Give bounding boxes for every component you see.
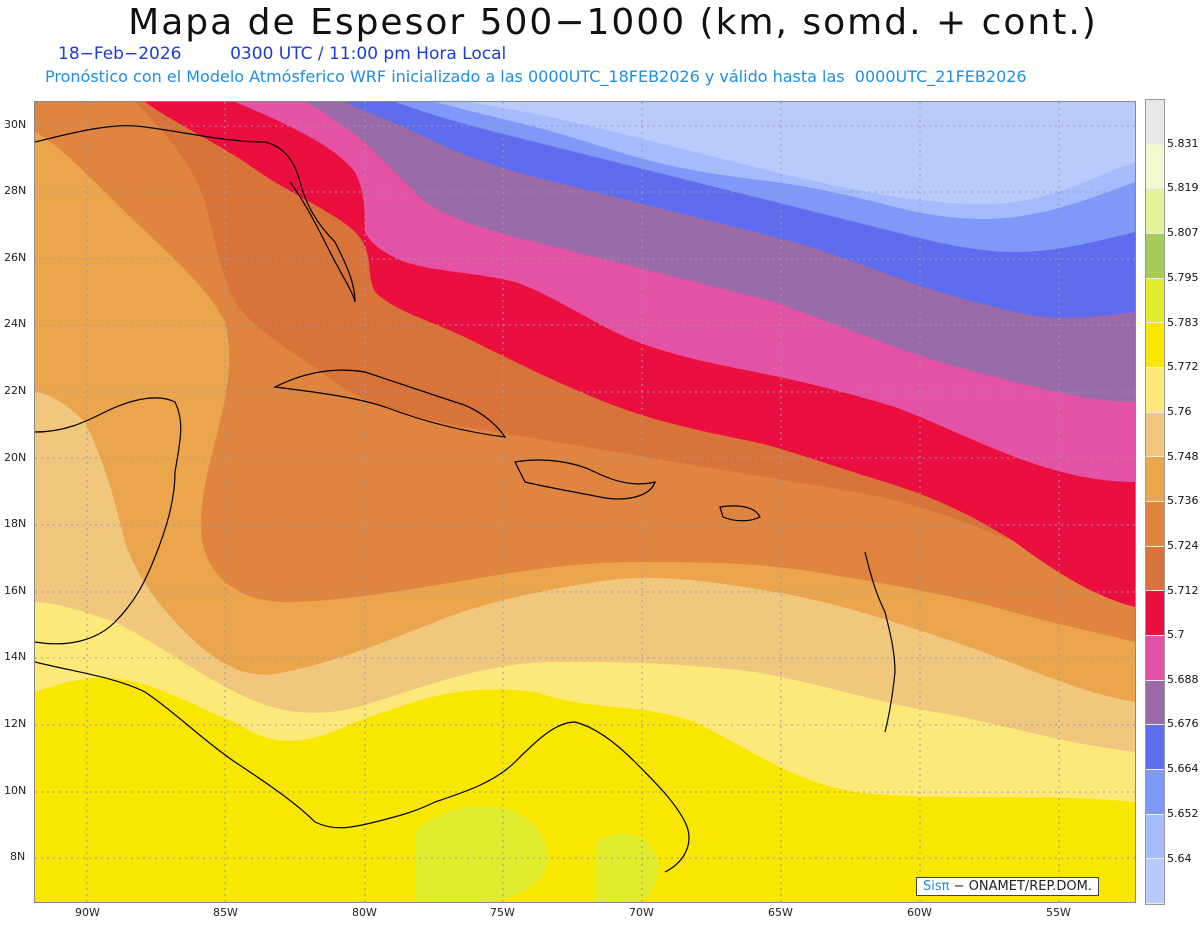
colorbar-label: 5.688 bbox=[1167, 673, 1199, 686]
lon-label-90w: 90W bbox=[75, 906, 100, 919]
colorbar-label: 5.652 bbox=[1167, 807, 1199, 820]
lat-label-14n: 14N bbox=[4, 650, 27, 663]
colorbar-label: 5.807 bbox=[1167, 226, 1199, 239]
colorbar-cell bbox=[1146, 100, 1164, 145]
colorbar-cell bbox=[1146, 814, 1164, 860]
colorbar-label: 5.748 bbox=[1167, 450, 1199, 463]
colorbar-label: 5.783 bbox=[1167, 316, 1199, 329]
lat-label-16n: 16N bbox=[4, 584, 27, 597]
colorbar-label: 5.795 bbox=[1167, 271, 1199, 284]
colorbar-label: 5.64 bbox=[1167, 852, 1192, 865]
colorbar-label: 5.831 bbox=[1167, 137, 1199, 150]
credit-box: Sisπ − ONAMET/REP.DOM. bbox=[916, 877, 1100, 896]
colorbar-cell bbox=[1146, 144, 1164, 190]
lon-label-70w: 70W bbox=[629, 906, 654, 919]
band-5640 bbox=[465, 102, 1135, 205]
band-5795-patch bbox=[415, 805, 548, 902]
colorbar-cell bbox=[1146, 234, 1164, 279]
colorbar-cell bbox=[1146, 412, 1164, 458]
colorbar bbox=[1145, 99, 1165, 905]
colorbar-cell bbox=[1146, 770, 1164, 815]
lon-label-65w: 65W bbox=[768, 906, 793, 919]
credit-text: − ONAMET/REP.DOM. bbox=[949, 879, 1093, 894]
lat-label-18n: 18N bbox=[4, 517, 27, 530]
colorbar-label: 5.772 bbox=[1167, 360, 1199, 373]
colorbar-cell bbox=[1146, 725, 1164, 771]
colorbar-cell bbox=[1146, 680, 1164, 726]
lat-label-20n: 20N bbox=[4, 451, 27, 464]
lat-label-26n: 26N bbox=[4, 251, 27, 264]
map-title: Mapa de Espesor 500−1000 (km, somd. + co… bbox=[128, 2, 1098, 43]
coastlines bbox=[35, 125, 896, 873]
colorbar-label: 5.676 bbox=[1167, 717, 1199, 730]
graticule bbox=[35, 102, 1135, 902]
lat-label-12n: 12N bbox=[4, 717, 27, 730]
sispi-logo-text: Sisπ bbox=[923, 879, 950, 894]
lon-label-60w: 60W bbox=[907, 906, 932, 919]
colorbar-label: 5.712 bbox=[1167, 584, 1199, 597]
thickness-map-svg bbox=[35, 102, 1135, 902]
colorbar-cell bbox=[1146, 859, 1164, 905]
lon-label-55w: 55W bbox=[1046, 906, 1071, 919]
colorbar-cell bbox=[1146, 278, 1164, 324]
lat-label-28n: 28N bbox=[4, 184, 27, 197]
valid-time-line: 18−Feb−2026 0300 UTC / 11:00 pm Hora Loc… bbox=[58, 44, 507, 64]
lon-label-85w: 85W bbox=[213, 906, 238, 919]
lon-label-80w: 80W bbox=[352, 906, 377, 919]
colorbar-label: 5.76 bbox=[1167, 405, 1192, 418]
colorbar-cell bbox=[1146, 457, 1164, 503]
colorbar-cell bbox=[1146, 546, 1164, 592]
colorbar-label: 5.7 bbox=[1167, 628, 1185, 641]
colorbar-label: 5.664 bbox=[1167, 762, 1199, 775]
colorbar-cell bbox=[1146, 502, 1164, 547]
lat-label-24n: 24N bbox=[4, 317, 27, 330]
lat-label-30n: 30N bbox=[4, 118, 27, 131]
forecast-info-line: Pronóstico con el Modelo Atmósferico WRF… bbox=[45, 67, 1027, 86]
colorbar-label: 5.736 bbox=[1167, 494, 1199, 507]
lon-label-75w: 75W bbox=[490, 906, 515, 919]
colorbar-cell bbox=[1146, 189, 1164, 235]
band-5795-patch-2 bbox=[595, 833, 659, 902]
colorbar-cell bbox=[1146, 591, 1164, 637]
lat-label-10n: 10N bbox=[4, 784, 27, 797]
lat-label-22n: 22N bbox=[4, 384, 27, 397]
colorbar-label: 5.819 bbox=[1167, 181, 1199, 194]
colorbar-cell bbox=[1146, 368, 1164, 413]
thickness-map bbox=[34, 101, 1136, 903]
colorbar-label: 5.724 bbox=[1167, 539, 1199, 552]
colorbar-cell bbox=[1146, 636, 1164, 681]
lat-label-8n: 8N bbox=[10, 850, 26, 863]
colorbar-cell bbox=[1146, 323, 1164, 369]
